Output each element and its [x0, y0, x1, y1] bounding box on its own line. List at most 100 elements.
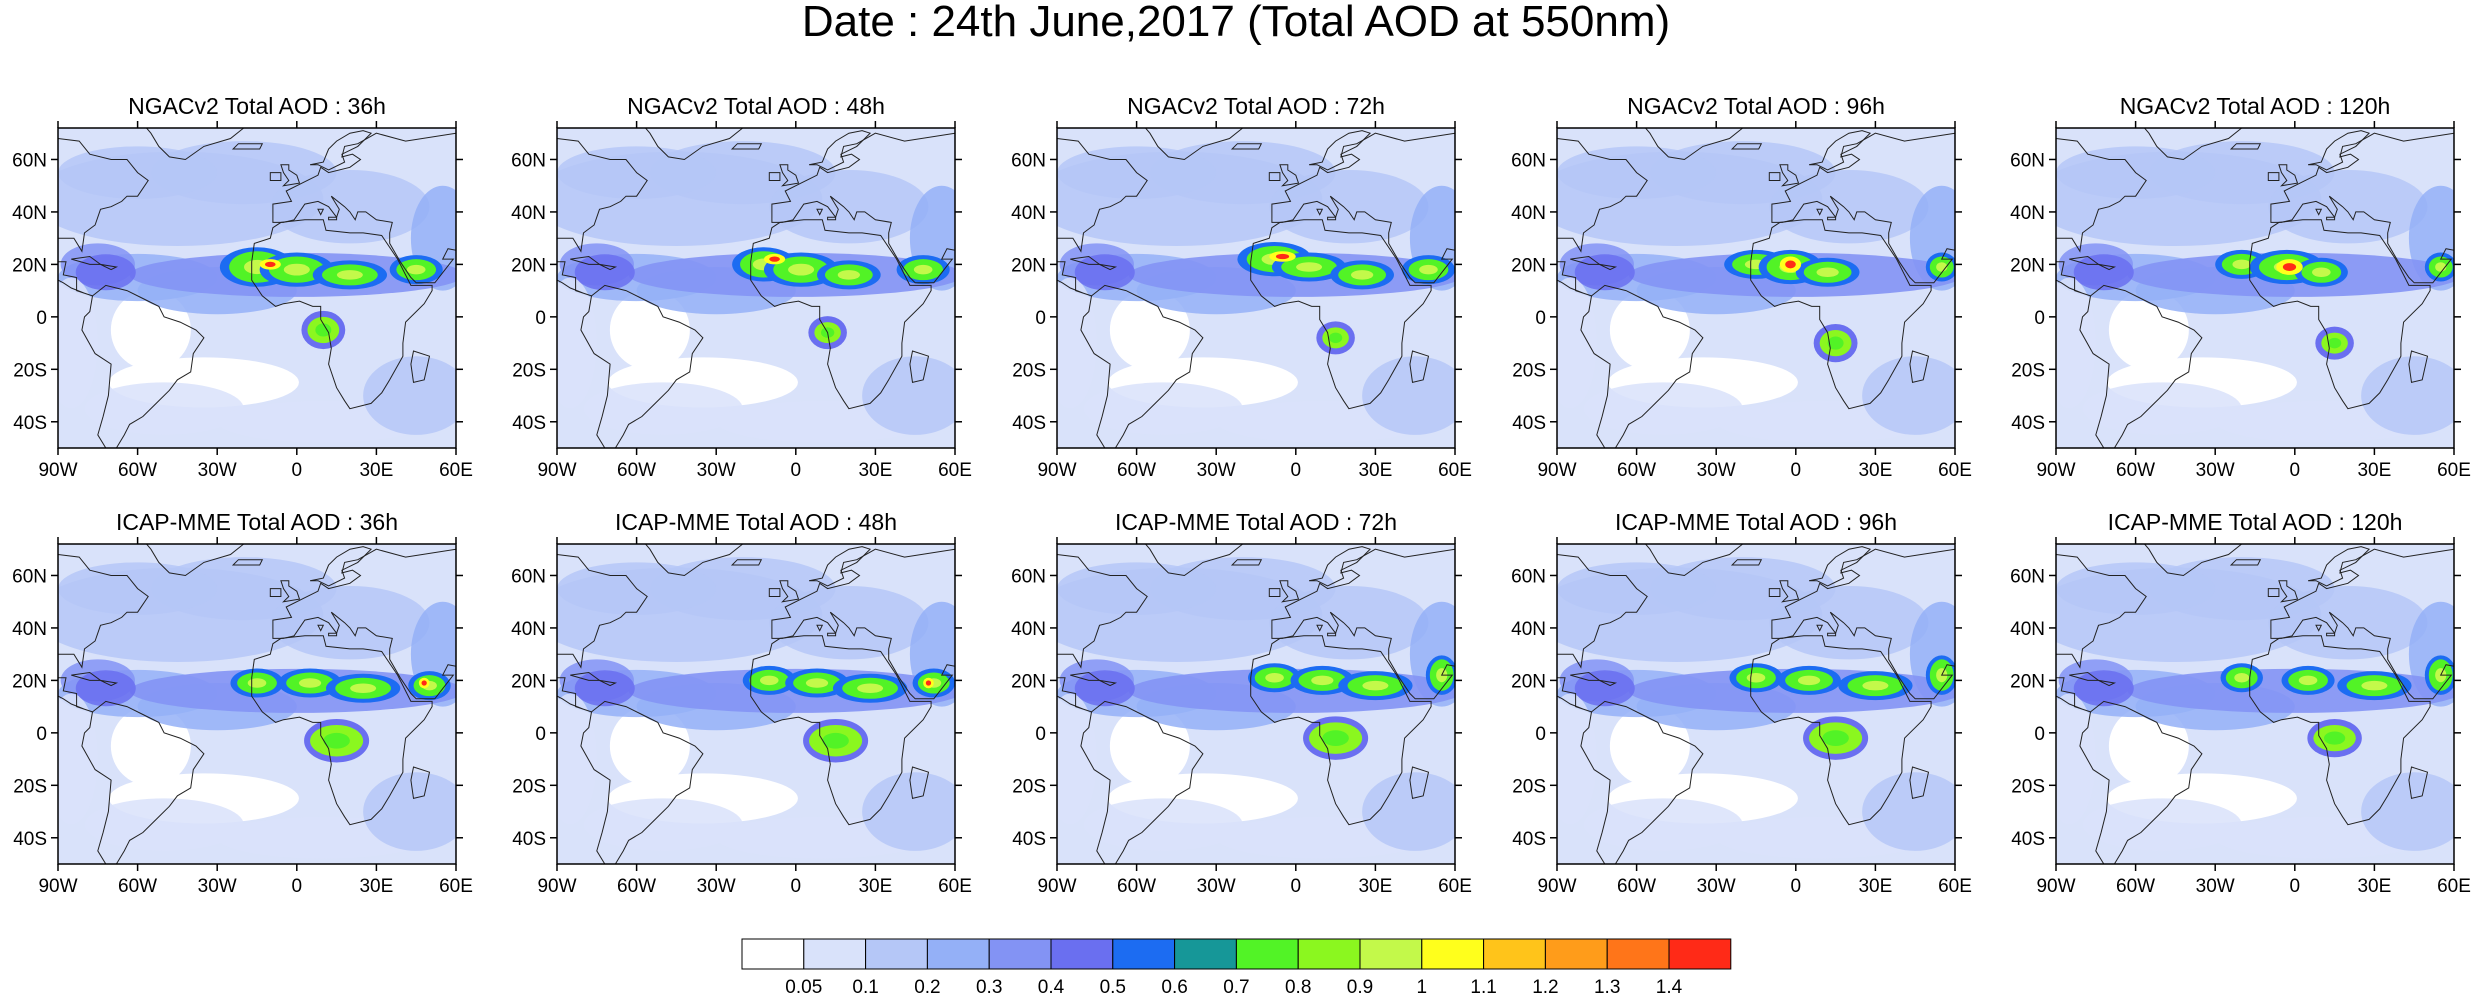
x-tick-label: 0 — [1791, 876, 1802, 897]
y-tick-label: 40S — [1012, 413, 1046, 434]
aod-contour — [2268, 169, 2428, 244]
panel-title: NGACv2 Total AOD : 96h — [1627, 93, 1885, 119]
figure-title: Date : 24th June,2017 (Total AOD at 550n… — [801, 0, 1671, 46]
colorbar-swatch — [1174, 938, 1237, 970]
coastline — [557, 137, 648, 253]
coastlines — [2056, 544, 2454, 864]
colorbar-swatch — [865, 938, 928, 970]
coastlines — [58, 128, 456, 448]
x-tick-label: 30W — [1697, 876, 1736, 897]
coastline — [1809, 546, 1872, 587]
x-tick-label: 30W — [697, 460, 736, 481]
coastline — [1144, 128, 1244, 161]
aod-contour — [1362, 772, 1455, 851]
coastline — [1779, 164, 1800, 187]
x-tick-label: 60W — [2116, 460, 2155, 481]
x-tick-label: 0 — [1291, 460, 1302, 481]
colorbar-swatch — [1112, 938, 1176, 970]
coastline — [1909, 766, 1930, 800]
coastline — [1309, 546, 1372, 587]
coastline — [2249, 635, 2431, 826]
aod-contour — [857, 683, 884, 693]
y-tick-label: 40N — [1011, 203, 1046, 224]
coastline — [2098, 263, 2117, 271]
coastlines — [1557, 544, 1955, 864]
x-tick-label: 0 — [2290, 460, 2301, 481]
aod-contour — [862, 772, 955, 851]
colorbar-label: 0.1 — [852, 977, 878, 994]
colorbar-label: 1.2 — [1532, 977, 1558, 994]
panel-title: ICAP-MME Total AOD : 72h — [1114, 509, 1398, 535]
colorbar-label: 0.9 — [1347, 977, 1373, 994]
aod-contour — [805, 678, 829, 688]
aod-contour — [336, 270, 363, 280]
coastline — [410, 350, 431, 384]
y-tick-label: 60N — [1511, 150, 1546, 171]
coastline — [771, 548, 955, 700]
x-tick-label: 0 — [1291, 876, 1302, 897]
x-tick-label: 60W — [1117, 460, 1156, 481]
colorbar-swatch — [1421, 938, 1485, 970]
coastline — [1271, 548, 1455, 700]
coastline — [2308, 546, 2371, 587]
coastlines — [1057, 544, 1455, 864]
x-tick-label: 90W — [2036, 876, 2075, 897]
clean-air-region — [609, 289, 690, 370]
x-tick-label: 30W — [198, 460, 237, 481]
aod-contour — [769, 585, 929, 660]
coastline — [2278, 164, 2299, 187]
aod-contour — [1862, 680, 1889, 691]
x-tick-label: 0 — [1791, 460, 1802, 481]
y-tick-label: 60N — [12, 150, 47, 171]
coastline — [2143, 128, 2243, 161]
aod-contour — [837, 270, 861, 280]
aod-contour — [1822, 730, 1849, 746]
coastline — [2408, 766, 2429, 800]
x-tick-label: 30E — [858, 460, 892, 481]
map-panel-2: 90W 60W 30W 0 30E 60E 60N 40N 20N 0 20S 40S — [511, 121, 972, 481]
y-tick-label: 40N — [2010, 619, 2045, 640]
aod-field — [1557, 128, 1955, 448]
aod-contour — [1328, 332, 1343, 344]
coastline — [310, 130, 373, 171]
coastline — [100, 679, 119, 687]
y-tick-label: 0 — [2034, 724, 2045, 745]
coastline — [231, 143, 264, 150]
aod-contour — [1296, 262, 1323, 272]
coastline — [1557, 261, 1592, 297]
y-tick-label: 40N — [1511, 203, 1546, 224]
y-tick-label: 20S — [1012, 360, 1046, 381]
colorbar: 0.05 0.1 0.2 0.3 0.4 0.5 0.6 0.7 0.8 0.9 1 1.1 1.2 1.… — [741, 938, 1732, 994]
x-tick-label: 30W — [1697, 460, 1736, 481]
coastline — [2229, 143, 2262, 150]
clean-air-region — [110, 289, 191, 370]
coastline — [730, 143, 763, 150]
x-tick-label: 30E — [2357, 876, 2391, 897]
aod-contour — [2298, 675, 2318, 686]
coastline — [1316, 208, 1324, 216]
aod-contour — [270, 169, 430, 244]
x-tick-label: 30W — [697, 876, 736, 897]
aod-contour — [1769, 169, 1929, 244]
aod-field — [1057, 544, 1455, 864]
y-tick-label: 60N — [1011, 150, 1046, 171]
y-tick-label: 20N — [511, 671, 546, 692]
coastline — [2249, 219, 2431, 410]
y-tick-label: 0 — [1535, 308, 1546, 329]
coastline — [1099, 679, 1118, 687]
aod-contour — [363, 772, 456, 851]
aod-contour — [1074, 254, 1135, 291]
coastline — [827, 216, 837, 221]
aod-contour — [1265, 673, 1284, 683]
y-tick-label: 40N — [12, 203, 47, 224]
map-panel-8: 90W 60W 30W 0 30E 60E 60N 40N 20N 0 20S 40S — [1011, 537, 1472, 897]
aod-contour — [406, 264, 426, 275]
coastline — [280, 580, 301, 603]
colorbar-swatch — [1235, 938, 1299, 970]
aod-field — [2056, 544, 2454, 864]
coastline — [1644, 544, 1744, 577]
aod-contour — [1557, 693, 1597, 825]
coastline — [2315, 208, 2323, 216]
coastlines — [1057, 128, 1455, 448]
aod-contour — [315, 323, 332, 337]
